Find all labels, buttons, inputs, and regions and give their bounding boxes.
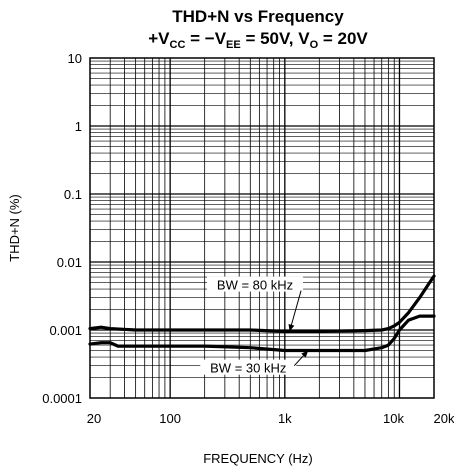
chart-annotations: BW = 80 kHz BW = 30 kHz: [200, 276, 309, 376]
annotation-leader: [289, 290, 302, 332]
annotation-background: [200, 359, 297, 375]
chart-grid: [90, 58, 434, 398]
series-line-2: [88, 314, 436, 353]
annotation-arrowhead: [301, 350, 309, 358]
chart-title: THD+N vs Frequency: [172, 7, 344, 26]
x-axis-label: FREQUENCY (Hz): [203, 451, 313, 466]
annotation-arrowhead: [288, 323, 295, 332]
chart-tick-labels: 20 100 1k 10k 20k 10 1 0.1 0.01 0.001 0.0001: [42, 51, 454, 426]
x-tick-label: 10k: [383, 411, 404, 426]
y-tick-label: 0.0001: [42, 391, 82, 406]
y-tick-label: 0.01: [57, 255, 82, 270]
annotation-label: BW = 80 kHz: [217, 278, 293, 293]
x-tick-label: 100: [159, 411, 181, 426]
chart-series: [88, 274, 436, 353]
y-tick-label: 0.001: [49, 323, 82, 338]
y-tick-label: 0.1: [64, 187, 82, 202]
x-tick-label: 20: [87, 411, 101, 426]
plot-frame: [89, 57, 435, 399]
chart-subtitle: +VCC = −VEE = 50V, VO = 20V: [148, 29, 368, 51]
y-tick-label: 10: [68, 51, 82, 66]
series-line-1: [88, 274, 436, 334]
annotation-background: [207, 276, 304, 292]
x-tick-label: 1k: [278, 411, 292, 426]
y-tick-label: 1: [75, 119, 82, 134]
y-axis-label: THD+N (%): [7, 194, 22, 262]
x-tick-label: 20k: [434, 411, 454, 426]
annotation-label: BW = 30 kHz: [210, 361, 286, 376]
